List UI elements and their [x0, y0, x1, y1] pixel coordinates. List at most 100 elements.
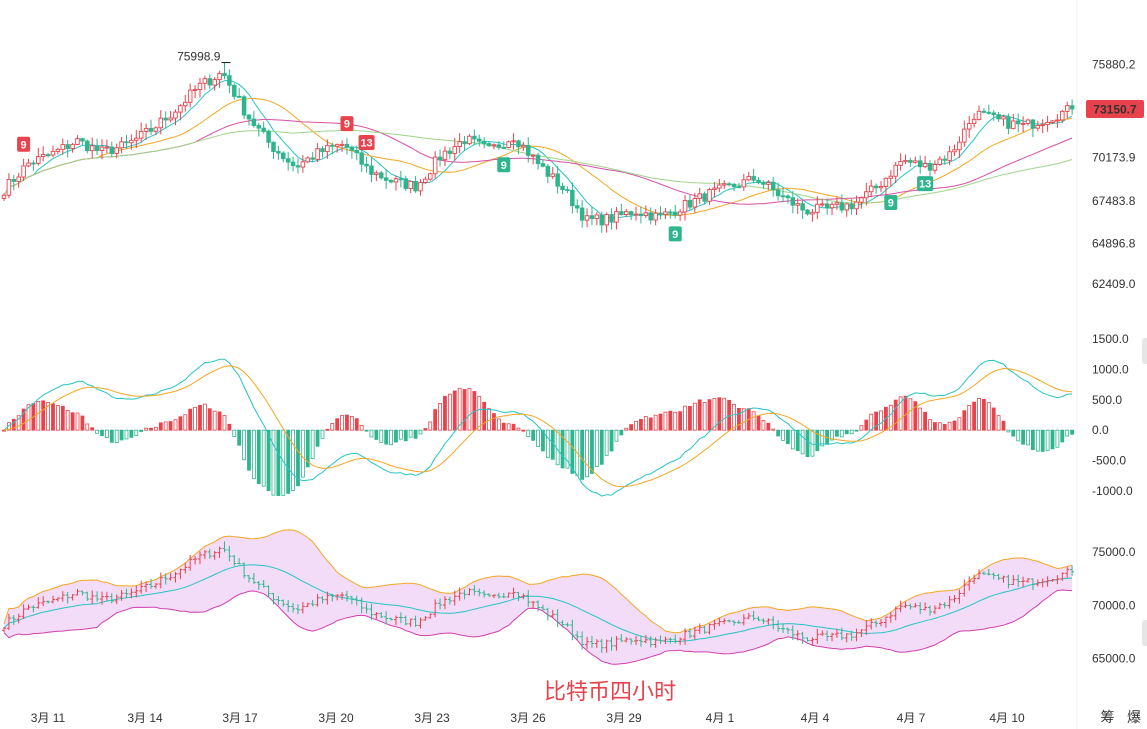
candle: [599, 211, 604, 233]
candle-body: [692, 197, 698, 208]
ohlc-bar: [790, 625, 795, 641]
candle-body: [702, 193, 707, 202]
last-price-value: 73150.7: [1093, 102, 1137, 116]
candle: [751, 168, 756, 184]
macd-histogram-bar: [933, 422, 937, 431]
bollinger-band-fill: [4, 529, 1073, 665]
macd-histogram-bar: [511, 423, 516, 431]
candle: [1055, 114, 1060, 128]
candle-body: [452, 146, 458, 154]
macd-histogram-bar: [541, 429, 545, 452]
candle-body: [839, 202, 845, 211]
candle-body: [942, 158, 947, 161]
ohlc-bar: [756, 616, 761, 622]
candle: [996, 112, 1001, 122]
macd-histogram-bar: [972, 401, 977, 431]
candle: [94, 138, 100, 155]
macd-histogram-bar: [95, 429, 99, 434]
ohlc-bar: [379, 612, 384, 619]
candle: [45, 152, 51, 158]
candle: [222, 62, 227, 80]
candle-body: [643, 212, 649, 217]
candle: [712, 182, 717, 198]
macd-histogram-bar: [580, 429, 585, 480]
candle-body: [383, 177, 389, 181]
ohlc-bar: [295, 604, 300, 615]
macd-histogram-bar: [85, 423, 90, 431]
macd-histogram-bar: [991, 407, 996, 431]
bollinger-panel[interactable]: [2, 529, 1075, 665]
candle-body: [712, 187, 717, 190]
ohlc-bar: [766, 618, 771, 625]
macd-histogram-bar: [202, 403, 207, 431]
candle-body: [55, 148, 61, 152]
macd-histogram-bar: [41, 400, 46, 431]
macd-histogram-bar: [291, 429, 295, 491]
candle: [638, 206, 644, 224]
candle-body: [545, 165, 551, 177]
ohlc-bar: [849, 630, 854, 641]
candle: [295, 158, 301, 174]
ohlc-bar: [815, 628, 820, 644]
candle: [888, 170, 894, 188]
candle: [104, 139, 110, 154]
ohlc-bar: [310, 600, 315, 607]
ohlc-bar: [276, 595, 281, 606]
candle: [227, 69, 232, 94]
candle-body: [1050, 120, 1055, 123]
candle: [815, 196, 820, 220]
panel-resize-handle[interactable]: [1142, 338, 1147, 364]
macd-panel[interactable]: [0, 358, 1075, 497]
price-tick-label: 67483.8: [1092, 194, 1136, 208]
candle: [1015, 113, 1021, 133]
candle-body: [496, 144, 502, 148]
candle: [854, 195, 859, 216]
candle-body: [143, 127, 149, 132]
candle: [1035, 120, 1041, 132]
ohlc-bar: [536, 600, 541, 612]
candle-body: [785, 195, 791, 199]
price-panel[interactable]: 75998.9 9 9 13 9 9 9 13: [1, 50, 1075, 242]
ohlc-bar: [937, 602, 942, 610]
candle: [447, 147, 453, 160]
candle-body: [917, 160, 923, 168]
ohlc-bar: [124, 588, 129, 598]
candle-body: [70, 143, 75, 149]
candle: [770, 176, 776, 197]
candle-body: [628, 211, 634, 216]
candle-body: [736, 186, 742, 189]
ohlc-bar: [570, 619, 575, 641]
sequence-marker-badge: [668, 226, 682, 242]
macd-histogram-bar: [330, 423, 335, 431]
candle-body: [584, 215, 590, 221]
ohlc-bar: [222, 541, 227, 553]
ohlc-bar: [246, 575, 251, 583]
candle-body: [619, 211, 624, 216]
candle: [687, 194, 693, 211]
macd-histogram-bar: [325, 428, 330, 431]
macd-histogram-bar: [854, 429, 859, 432]
candle: [692, 192, 698, 213]
ohlc-bar: [913, 602, 918, 608]
macd-histogram-bar: [158, 422, 163, 431]
macd-histogram-bar: [374, 429, 379, 440]
candle-body: [599, 214, 604, 226]
candle: [486, 141, 492, 147]
ohlc-bar: [967, 576, 972, 591]
candle-body: [609, 214, 614, 223]
candle-body: [432, 156, 438, 175]
sequence-marker-label: 9: [672, 229, 678, 241]
candle: [85, 139, 90, 154]
candle-body: [104, 146, 110, 149]
candle-body: [388, 179, 394, 183]
candle-body: [374, 172, 379, 175]
macd-histogram-bar: [51, 403, 55, 431]
bollinger-tick-label: 70000.0: [1092, 598, 1136, 612]
macd-histogram-bar: [237, 429, 242, 446]
panel-resize-handle[interactable]: [1142, 620, 1147, 646]
macd-histogram-bar: [403, 429, 408, 442]
candle-body: [207, 78, 213, 86]
macd-histogram-bar: [712, 398, 717, 431]
ohlc-bar: [1070, 565, 1075, 576]
